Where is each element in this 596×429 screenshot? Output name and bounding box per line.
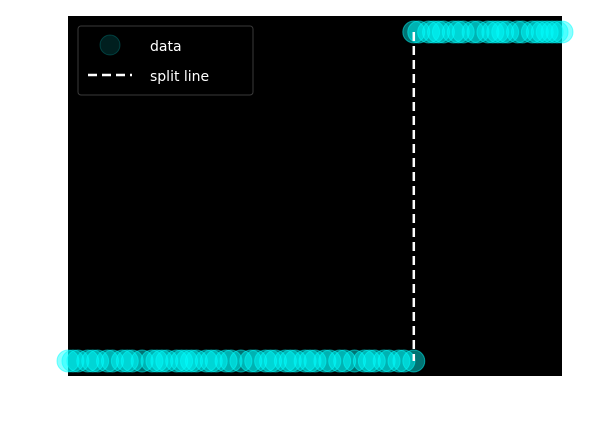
data-point (219, 349, 243, 373)
data-point (540, 20, 564, 44)
data-point (293, 349, 317, 373)
legend-box (77, 25, 254, 96)
data-point (175, 349, 199, 373)
legend: data split line (77, 25, 254, 96)
legend-data-label: data (150, 39, 182, 55)
data-point (110, 349, 134, 373)
data-point (333, 349, 357, 373)
data-point (422, 20, 446, 44)
data-point (550, 20, 574, 44)
data-point (56, 349, 80, 373)
legend-data-marker (99, 34, 121, 56)
data-point (441, 20, 465, 44)
data-point (352, 349, 376, 373)
data-point (145, 349, 169, 373)
data-point (76, 349, 100, 373)
data-points (56, 20, 574, 373)
data-point (254, 349, 278, 373)
data-point (545, 20, 569, 44)
data-point (120, 349, 144, 373)
data-point (194, 349, 218, 373)
legend-split-line-label: split line (150, 69, 209, 85)
data-point (486, 20, 510, 44)
data-point (273, 349, 297, 373)
